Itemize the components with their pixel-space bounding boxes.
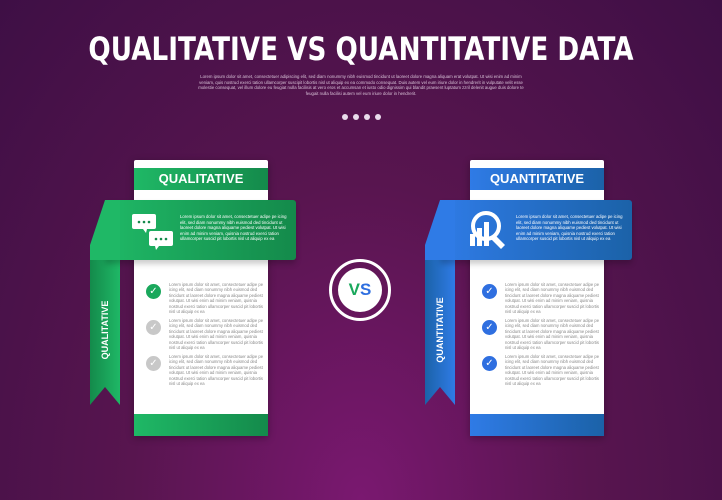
qualitative-ribbon-fold	[90, 200, 120, 260]
dots-decoration	[342, 114, 381, 120]
list-item: ✓ Lorem ipsum dolor sit amet, consectetue…	[146, 354, 264, 386]
quantitative-side-ribbon: QUANTITATIVE	[425, 255, 455, 405]
qualitative-ribbon: Lorem ipsum dolor sit amet, consectetuer…	[105, 200, 296, 260]
list-item: ✓ Lorem ipsum dolor sit amet, consectetue…	[482, 318, 600, 350]
qualitative-side-ribbon: QUALITATIVE	[90, 255, 120, 405]
list-item: ✓ Lorem ipsum dolor sit amet, consectetue…	[482, 354, 600, 386]
intro-paragraph: Lorem ipsum dolor sit amet, consectetuer…	[198, 74, 524, 96]
list-item: ✓ Lorem ipsum dolor sit amet, consectetue…	[146, 318, 264, 350]
quantitative-footer	[470, 414, 604, 436]
chart-magnifier-icon	[470, 211, 505, 249]
page-title: QUALITATIVE VS QUANTITATIVE DATA	[88, 30, 634, 68]
list-item: ✓ Lorem ipsum dolor sit amet, consectetue…	[146, 282, 264, 314]
list-item: ✓ Lorem ipsum dolor sit amet, consectetue…	[482, 282, 600, 314]
chat-bubbles-icon	[132, 214, 173, 250]
quantitative-ribbon-fold	[425, 200, 455, 260]
check-icon: ✓	[482, 284, 497, 299]
check-icon: ✓	[482, 320, 497, 335]
quantitative-header: QUANTITATIVE	[470, 168, 604, 190]
check-icon: ✓	[146, 320, 161, 335]
qualitative-header: QUALITATIVE	[134, 168, 268, 190]
check-icon: ✓	[482, 356, 497, 371]
qualitative-footer	[134, 414, 268, 436]
vs-badge: VS	[329, 259, 391, 321]
check-icon: ✓	[146, 284, 161, 299]
quantitative-ribbon: Lorem ipsum dolor sit amet, consectetuer…	[440, 200, 632, 260]
check-icon: ✓	[146, 356, 161, 371]
